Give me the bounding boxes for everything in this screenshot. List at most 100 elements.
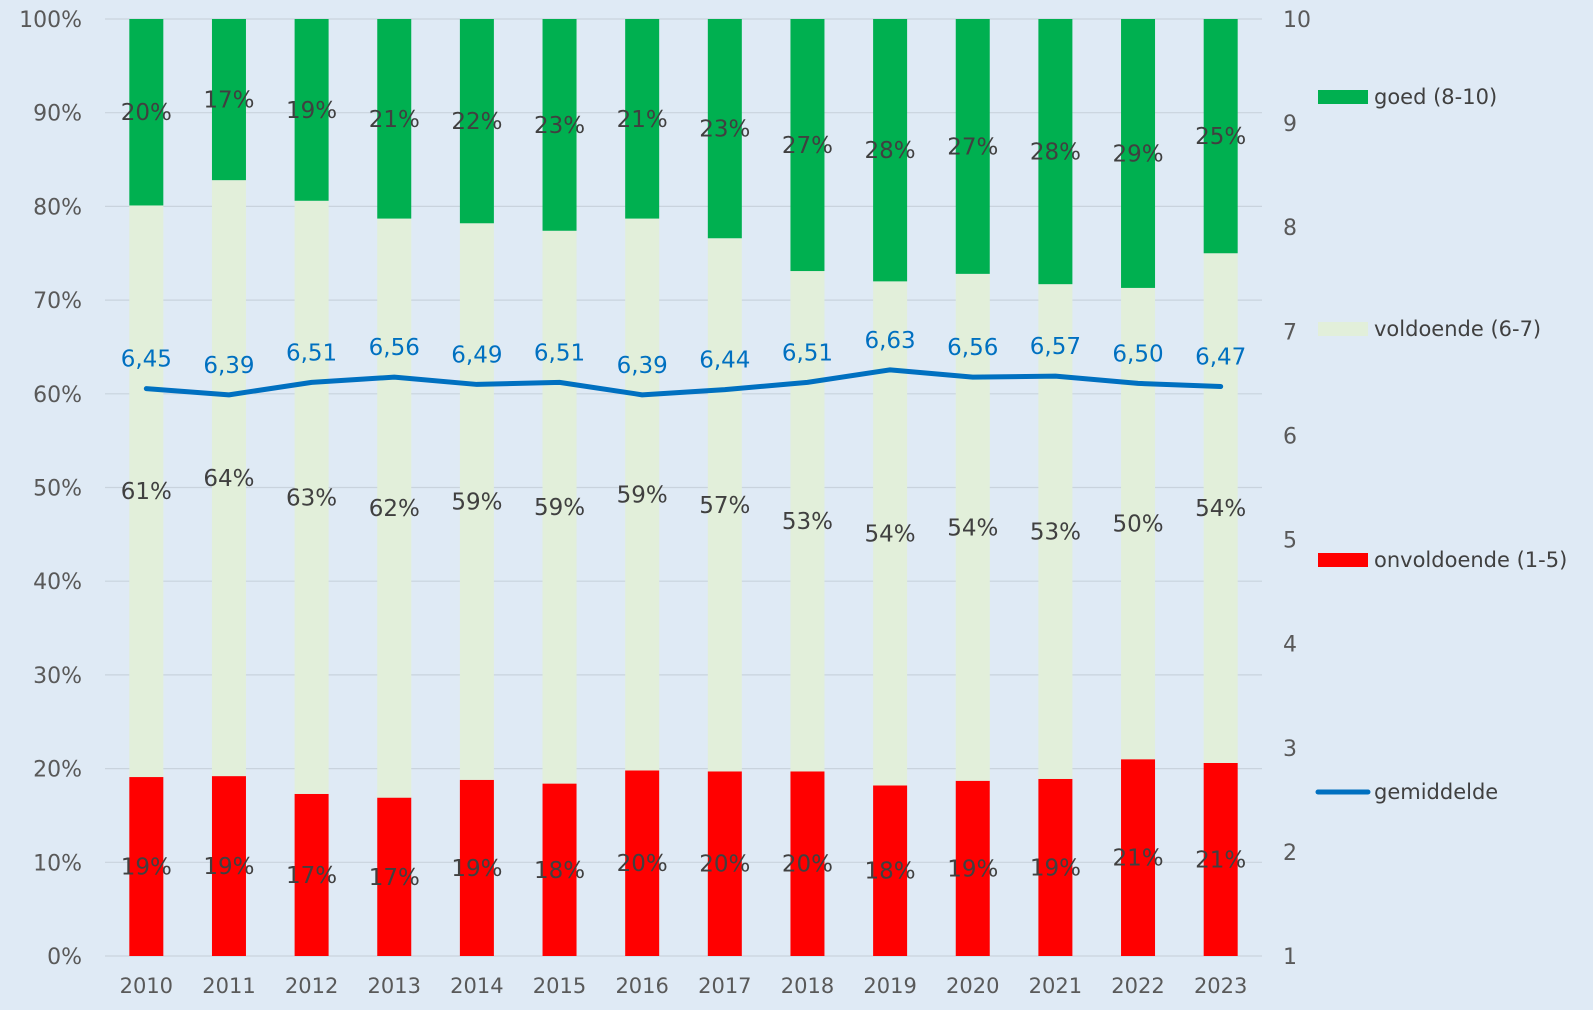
average-label: 6,44 [699,348,750,374]
data-label: 19% [286,98,337,124]
data-label: 50% [1112,512,1163,538]
data-label: 59% [451,490,502,516]
data-label: 19% [1030,855,1081,881]
data-label: 23% [699,117,750,143]
legend-item: gemiddelde [1318,780,1498,804]
y-right-tick-label: 9 [1283,112,1297,137]
average-label: 6,39 [617,353,668,379]
x-tick-label: 2010 [120,974,173,998]
data-label: 27% [947,134,998,160]
data-label: 57% [699,493,750,519]
average-label: 6,51 [534,340,585,366]
data-label: 22% [451,109,502,135]
data-label: 25% [1195,124,1246,150]
data-label: 17% [286,863,337,889]
data-label: 19% [121,855,172,881]
right-axis: 1 2 3 4 5 6 7 8 9 10 [1283,8,1311,970]
y-left-tick-label: 40% [33,570,82,595]
average-label: 6,57 [1030,334,1081,360]
y-left-tick-label: 80% [33,195,82,220]
legend-swatch [1318,322,1368,336]
y-left-tick-label: 70% [33,289,82,314]
data-label: 27% [782,133,833,159]
legend-label: onvoldoende (1-5) [1374,548,1567,572]
data-label: 59% [534,495,585,521]
segment-labels: 19%61%20%19%64%17%17%63%19%17%62%21%19%5… [121,88,1246,891]
data-label: 18% [865,859,916,885]
data-label: 28% [865,138,916,164]
data-label: 21% [369,107,420,133]
y-right-tick-label: 1 [1283,945,1297,970]
y-left-tick-label: 20% [33,758,82,783]
data-label: 63% [286,485,337,511]
x-tick-label: 2023 [1194,974,1247,998]
legend-label: voldoende (6-7) [1374,317,1541,341]
y-left-tick-label: 50% [33,477,82,502]
data-label: 17% [369,865,420,891]
y-left-tick-label: 30% [33,664,82,689]
average-label: 6,49 [451,342,502,368]
average-label: 6,50 [1112,341,1163,367]
average-line-group: 6,45 6,39 6,51 6,56 6,49 6,51 6,39 6,44 6,51 6,63… [121,328,1247,395]
x-tick-label: 2016 [615,974,668,998]
x-tick-label: 2020 [946,974,999,998]
y-left-tick-label: 10% [33,851,82,876]
average-label: 6,39 [203,353,254,379]
data-label: 20% [121,100,172,126]
x-tick-label: 2022 [1111,974,1164,998]
data-label: 18% [534,858,585,884]
y-left-tick-label: 90% [33,102,82,127]
data-label: 59% [617,483,668,509]
x-tick-label: 2014 [450,974,503,998]
legend-label: gemiddelde [1374,780,1498,804]
x-tick-label: 2011 [202,974,255,998]
gridlines [105,19,1262,956]
x-tick-label: 2012 [285,974,338,998]
y-right-tick-label: 2 [1283,841,1297,866]
data-label: 21% [1112,846,1163,872]
data-label: 20% [782,852,833,878]
legend-item: onvoldoende (1-5) [1318,548,1567,572]
y-left-tick-label: 0% [47,945,82,970]
legend-item: voldoende (6-7) [1318,317,1541,341]
y-right-tick-label: 3 [1283,737,1297,762]
data-label: 21% [1195,847,1246,873]
x-tick-label: 2017 [698,974,751,998]
data-label: 64% [203,466,254,492]
average-label: 6,51 [782,340,833,366]
data-label: 23% [534,113,585,139]
x-tick-label: 2015 [533,974,586,998]
average-label: 6,56 [369,335,420,361]
y-right-tick-label: 10 [1283,8,1311,33]
x-tick-label: 2021 [1029,974,1082,998]
legend-swatch [1318,90,1368,104]
data-label: 19% [451,856,502,882]
data-label: 62% [369,496,420,522]
legend-item: goed (8-10) [1318,85,1497,109]
legend-swatch [1318,553,1368,567]
y-left-tick-label: 60% [33,383,82,408]
data-label: 54% [947,515,998,541]
x-tick-label: 2019 [863,974,916,998]
left-axis: 0% 10% 20% 30% 40% 50% 60% 70% 80% 90% 100% [19,8,82,970]
data-label: 20% [617,851,668,877]
x-axis: 2010 2011 2012 2013 2014 2015 2016 2017 2018 2019… [120,974,1248,998]
y-right-tick-label: 7 [1283,320,1297,345]
x-tick-label: 2018 [781,974,834,998]
y-right-tick-label: 4 [1283,633,1297,658]
legend: goed (8-10) voldoende (6-7) onvoldoende (1… [1318,85,1567,804]
average-label: 6,63 [864,328,915,354]
data-label: 19% [203,854,254,880]
data-label: 61% [121,479,172,505]
data-label: 29% [1112,141,1163,167]
data-label: 53% [1030,520,1081,546]
data-label: 53% [782,509,833,535]
data-label: 19% [947,856,998,882]
data-label: 28% [1030,140,1081,166]
legend-label: goed (8-10) [1374,85,1497,109]
data-label: 20% [699,852,750,878]
y-right-tick-label: 6 [1283,424,1297,449]
data-label: 54% [1195,496,1246,522]
data-label: 54% [865,521,916,547]
